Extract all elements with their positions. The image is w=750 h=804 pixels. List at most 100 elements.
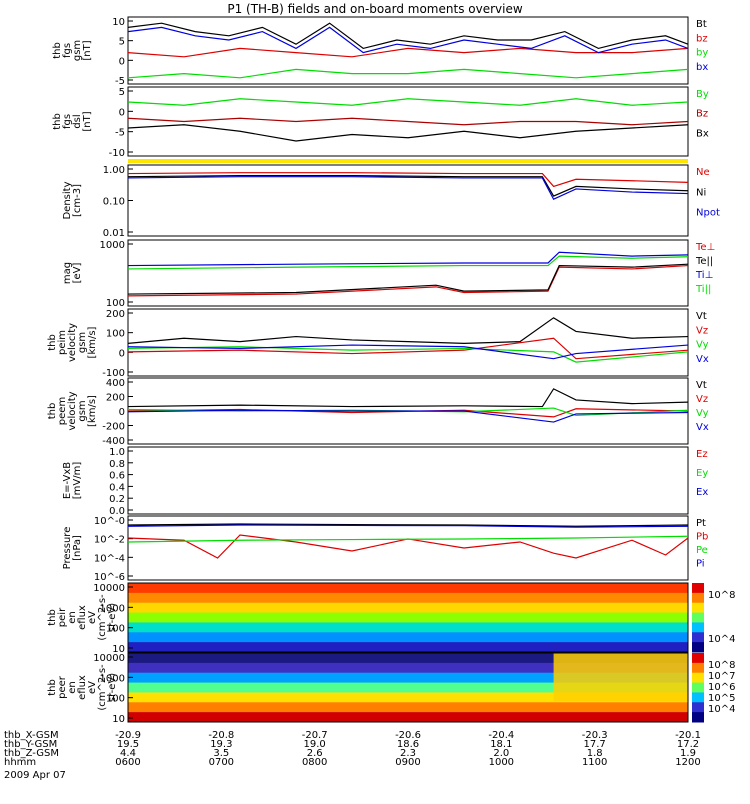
y-tick-label: 10^-6 [94,572,125,583]
y-label-line: peem [57,397,68,425]
x-tick-label: 0700 [209,757,234,768]
y-axis-label: thb peer en eflux eV (cm^2-s-sr-eV) [47,664,118,711]
y-tick-label: 0 [119,407,125,418]
y-axis-label: Pressure [nPa] [62,527,83,570]
x-tick-label: -20.8 [208,730,234,741]
y-tick-label: 1.0 [109,447,125,458]
colorbar-tick-label: 10^6 [708,682,735,693]
y-label-line: thb [52,42,63,59]
x-tick-label: 2.0 [493,748,509,759]
y-label-line: [nPa] [72,535,83,561]
legend-entry: By [696,89,709,100]
y-label-line: thb [47,334,58,351]
colorbar: 10^8 10^4 [692,583,735,653]
y-tick-label: 1000 [100,673,125,684]
x-tick-label: 1200 [675,757,700,768]
x-row-label: hhmm [4,757,36,768]
y-label-line: velocity [67,391,78,430]
legend-entry: Vz [696,325,708,336]
panel-peem_velocity: 400 200 0 -200 -400 thb peem velocity gsm [km/s] V… [47,377,709,447]
colorbar-segment [692,653,704,664]
y-tick-label: 200 [106,309,125,320]
y-axis-label: thb peir en eflux eV (cm^2-s-sr-eV) [47,594,118,641]
y-tick-label: 5 [119,37,125,48]
y-tick-label: 0 [119,56,125,67]
y-tick-label: 10^-0 [94,516,125,527]
plot-title: P1 (TH-B) fields and on-board moments ov… [227,2,523,16]
y-tick-label: -100 [102,368,125,379]
colorbar-segment [692,662,704,674]
panel-peir_eflux: 10^8 10^4 10000 1000 100 10 thb peir en eflux eV (c… [47,582,735,655]
x-tick-label: 0900 [395,757,420,768]
series-line-Ti⊥ [127,251,689,267]
legend-entry: Vz [696,394,708,405]
legend-entry: Vt [696,380,707,391]
y-label-line: en [67,611,78,624]
y-tick-label: 0.0 [109,506,125,517]
colorbar-segment [692,672,704,684]
y-tick-label: -5 [115,128,125,139]
x-row-label: thb_Z-GSM [4,748,59,759]
x-tick-label: -20.9 [115,730,141,741]
y-label-line: [cm-3] [72,184,83,217]
y-tick-label: 0.2 [109,494,125,505]
series-line-Vz [127,408,689,418]
panel-frame [127,652,689,723]
y-label-line: gsm [77,400,88,421]
colorbar-segment [692,692,704,703]
y-label-line: peim [57,330,68,355]
y-label-line: fgs [62,114,73,129]
y-label-line: peir [57,607,68,627]
heatmap-band [128,583,688,594]
y-tick-label: 0 [119,348,125,359]
x-tick-label: 4.4 [120,748,136,759]
y-label-line: eflux [77,605,88,630]
heatmap-region [553,653,688,702]
y-label-line: [nT] [82,40,93,60]
panel-density: 1.00 0.10 0.01 Density [cm-3] Ne Ni Npot [62,164,720,239]
legend-entry: Pe [696,545,708,556]
legend-entry: Vx [696,354,709,365]
heatmap-band [128,642,688,653]
x-tick-label: 2.6 [307,748,323,759]
x-tick-label: 19.5 [117,739,139,750]
legend-entry: Vx [696,422,709,433]
legend-entry: Ne [696,167,710,178]
series-line-Te|| [127,263,689,295]
x-tick-label: 18.6 [397,739,419,750]
panel-frame [127,239,689,307]
y-label-line: mag [62,262,73,284]
legend-entry: Vy [696,340,709,351]
x-tick-label: 1.9 [680,748,696,759]
panel-fgs: 10 5 0 -5 thb fgs gsm [nT] Bt bz by bx [52,16,708,87]
y-label-line: eV [87,681,98,694]
series-line-bx [127,26,689,54]
colorbar-segment [692,592,704,604]
legend-entry: Bx [696,128,709,139]
series-line-Npot [127,176,689,201]
panel-frame [127,16,689,85]
y-label-line: [nT] [82,111,93,131]
panel-peim_velocity: 200 100 0 -100 thb peim velocity gsm [km/s] Vt Vz V… [47,308,709,379]
x-tick-label: 19.0 [304,739,326,750]
x-tick-label: -20.6 [395,730,421,741]
y-tick-label: 100 [106,624,125,635]
x-tick-label: -20.4 [488,730,514,741]
y-tick-label: -10 [109,148,125,159]
legend-entry: Ti|| [695,284,711,295]
date-label: 2009 Apr 07 [4,770,66,781]
legend-entry: Te|| [695,256,713,267]
y-tick-label: 1.00 [103,165,125,176]
y-tick-label: 100 [106,694,125,705]
y-label-line: eV [87,611,98,624]
panel-temperature: 1000 100 mag [eV] Te⊥ Te|| Ti⊥ Ti|| [62,239,715,309]
y-tick-label: 0.6 [109,471,125,482]
y-tick-label: 0.01 [103,228,125,239]
y-axis-label: thb peim velocity gsm [km/s] [47,323,98,362]
divider-bar [128,159,688,163]
colorbar: 10^810^710^610^510^4 [692,653,735,723]
y-tick-label: 100 [106,329,125,340]
x-tick-label: 0600 [115,757,140,768]
y-label-line: thb [47,679,58,696]
series-line-Pt [127,523,689,527]
